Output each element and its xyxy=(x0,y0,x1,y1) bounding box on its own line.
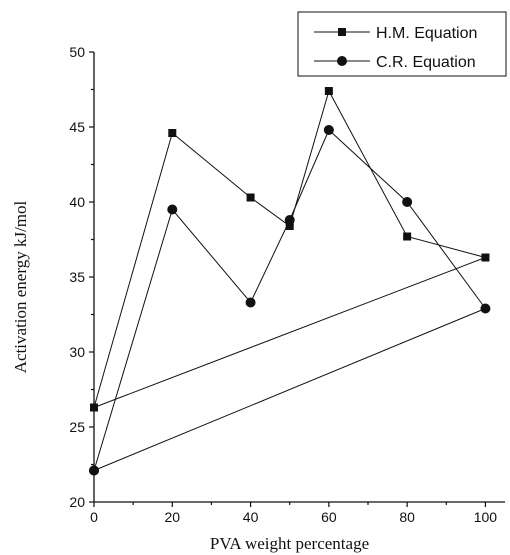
y-tick-label: 50 xyxy=(69,44,85,60)
y-tick-label: 20 xyxy=(69,494,85,510)
data-point-square xyxy=(403,232,412,241)
data-point-square xyxy=(285,222,294,230)
x-tick-label: 80 xyxy=(399,509,415,525)
y-tick-label: 25 xyxy=(69,419,85,435)
legend-item-hm: H.M. Equation xyxy=(314,25,477,42)
data-point-square xyxy=(324,87,333,95)
data-point-square xyxy=(481,253,490,262)
legend: H.M. Equation C.R. Equation xyxy=(297,11,507,77)
x-tick-label: 100 xyxy=(474,509,498,525)
y-axis-title: Activation energy kJ/mol xyxy=(11,200,30,373)
data-point-square xyxy=(168,129,177,137)
y-tick-label: 40 xyxy=(69,194,85,210)
legend-label: H.M. Equation xyxy=(376,25,477,42)
legend-item-cr: C.R. Equation xyxy=(314,54,476,71)
axes xyxy=(93,52,505,503)
x-tick-label: 40 xyxy=(243,509,259,525)
x-tick-label: 0 xyxy=(90,509,98,525)
y-tick-label: 35 xyxy=(69,269,85,285)
data-point-circle xyxy=(245,297,256,308)
legend-label: C.R. Equation xyxy=(376,54,476,71)
series-line-hm xyxy=(93,89,488,408)
legend-box xyxy=(297,11,507,77)
plot-area xyxy=(89,87,491,476)
series-line-cr xyxy=(93,129,487,471)
legend-circle-marker xyxy=(337,56,347,66)
ticks: 20 25 30 35 40 45 50 0 20 40 60 80 100 xyxy=(69,44,497,525)
y-tick-label: 30 xyxy=(69,344,85,360)
data-point-circle xyxy=(480,303,491,314)
data-point-circle xyxy=(284,215,295,225)
x-tick-label: 20 xyxy=(164,509,180,525)
data-point-square xyxy=(246,193,255,202)
data-point-circle xyxy=(323,125,334,135)
legend-square-marker xyxy=(338,28,346,36)
x-tick-label: 60 xyxy=(321,509,337,525)
data-point-circle xyxy=(402,197,413,207)
data-point-circle xyxy=(167,204,178,215)
y-tick-label: 45 xyxy=(69,119,85,135)
x-axis-title: PVA weight percentage xyxy=(210,534,369,553)
